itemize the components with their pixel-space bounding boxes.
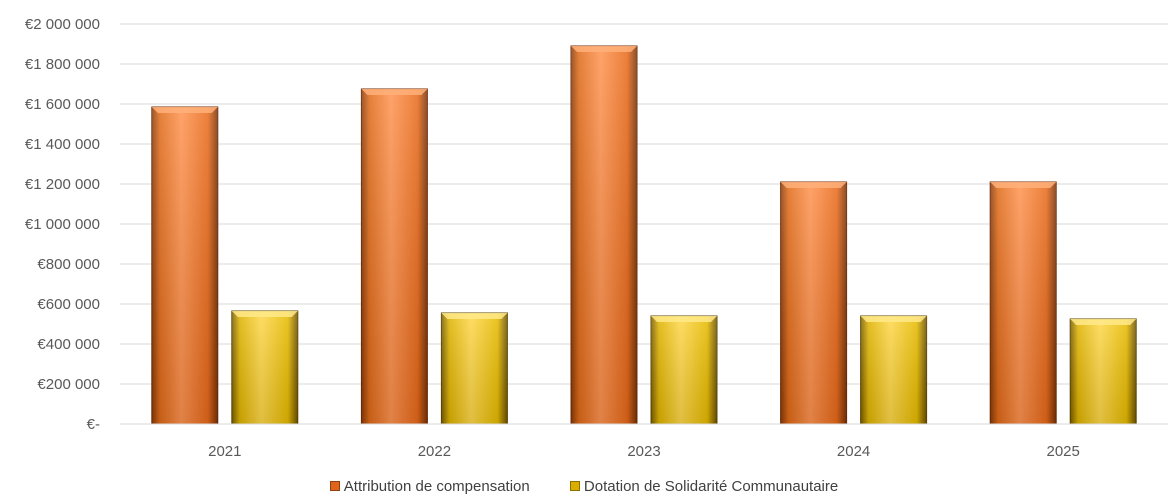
x-tick-label: 2021: [208, 443, 241, 460]
y-tick-label: €200 000: [37, 376, 100, 393]
bar-attribution-2022: [360, 88, 428, 425]
y-tick-label: €1 000 000: [25, 216, 100, 233]
y-tick-label: €2 000 000: [25, 16, 100, 33]
bar-top-bevel: [441, 313, 508, 319]
bar-shading: [231, 311, 298, 424]
bar-dotation-2025: [1069, 318, 1137, 425]
legend-item-attribution: Attribution de compensation: [329, 478, 530, 495]
bar-top-bevel: [151, 107, 218, 113]
bar-top-bevel: [361, 89, 428, 95]
bar-shading: [151, 107, 218, 424]
bar-shading: [860, 316, 927, 424]
bar-attribution-2021: [151, 106, 219, 425]
y-tick-label: €1 200 000: [25, 176, 100, 193]
y-tick-label: €600 000: [37, 296, 100, 313]
x-axis-tick-labels: 2021 2022 2023 2024 2025: [208, 443, 1080, 460]
x-tick-label: 2025: [1047, 443, 1080, 460]
bar-top-bevel: [1070, 319, 1137, 325]
legend-label-attribution: Attribution de compensation: [343, 478, 530, 495]
y-tick-label: €400 000: [37, 336, 100, 353]
bar-top-bevel: [990, 182, 1057, 188]
y-tick-label: €1 600 000: [25, 96, 100, 113]
y-axis-tick-labels: €- €200 000 €400 000 €600 000 €800 000 €1 000…: [25, 16, 100, 433]
bar-shading: [571, 46, 637, 424]
y-tick-label: €1 800 000: [25, 56, 100, 73]
bar-top-bevel: [860, 316, 927, 322]
bar-shading: [361, 89, 428, 424]
bar-top-bevel: [571, 46, 637, 52]
legend: Attribution de compensation Dotation de …: [0, 478, 1168, 495]
bar-attribution-2023: [570, 45, 638, 425]
bar-top-bevel: [231, 311, 298, 317]
bar-shading: [441, 313, 508, 424]
bar-dotation-2024: [860, 315, 928, 425]
bar-dotation-2022: [440, 312, 508, 425]
x-tick-label: 2023: [627, 443, 660, 460]
legend-item-dotation: Dotation de Solidarité Communautaire: [569, 478, 839, 495]
x-tick-label: 2024: [837, 443, 870, 460]
x-tick-label: 2022: [418, 443, 451, 460]
bar-dotation-2023: [650, 315, 718, 425]
bar-top-bevel: [651, 316, 717, 322]
legend-swatch-dotation: [569, 481, 580, 491]
legend-label-dotation: Dotation de Solidarité Communautaire: [583, 478, 839, 495]
bar-shading: [1070, 319, 1137, 424]
bar-top-bevel: [780, 182, 847, 188]
y-tick-label: €-: [87, 416, 100, 433]
bars: [151, 45, 1137, 425]
bar-shading: [780, 182, 847, 424]
bar-shading: [651, 316, 717, 424]
bar-shading: [990, 182, 1057, 424]
bar-chart: €- €200 000 €400 000 €600 000 €800 000 €1 000…: [25, 16, 1168, 460]
y-tick-label: €800 000: [37, 256, 100, 273]
y-tick-label: €1 400 000: [25, 136, 100, 153]
bar-dotation-2021: [231, 310, 299, 425]
bar-attribution-2024: [780, 181, 848, 425]
legend-swatch-attribution: [329, 481, 340, 491]
bar-attribution-2025: [989, 181, 1057, 425]
